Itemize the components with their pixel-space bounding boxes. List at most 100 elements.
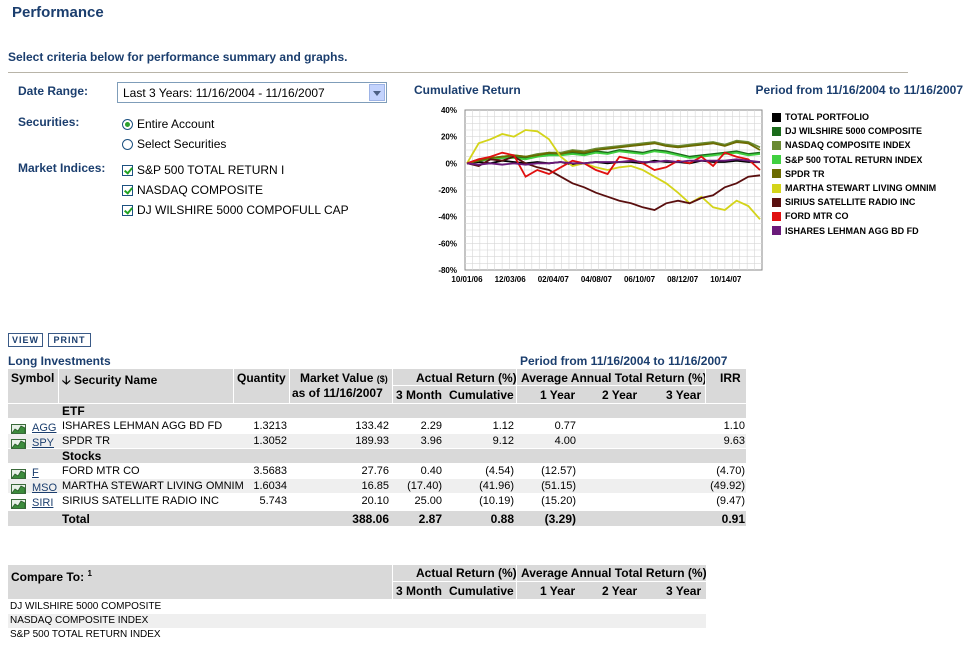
checkbox-nasdaq[interactable]: NASDAQ COMPOSITE xyxy=(122,183,263,197)
col-market-value[interactable]: Market Value ($) xyxy=(300,371,388,385)
mini-chart-icon[interactable] xyxy=(11,481,26,494)
radio-select-securities[interactable]: Select Securities xyxy=(122,137,226,151)
header-divider xyxy=(393,581,706,582)
x-tick-label: 06/10/07 xyxy=(624,275,656,284)
header-divider xyxy=(393,385,516,386)
cell-cum: (4.54) xyxy=(485,465,514,477)
col-3-month[interactable]: 3 Month xyxy=(396,388,442,402)
mini-chart-icon[interactable] xyxy=(11,496,26,509)
symbol-link[interactable]: F xyxy=(32,467,39,479)
legend-item: ISHARES LEHMAN AGG BD FD xyxy=(772,224,936,238)
checkbox[interactable] xyxy=(122,164,133,176)
print-button[interactable]: PRINT xyxy=(48,333,91,347)
checkbox-wilshire[interactable]: DJ WILSHIRE 5000 COMPOFULL CAP xyxy=(122,203,349,217)
x-tick-label: 10/14/07 xyxy=(710,275,742,284)
col-1-year[interactable]: 1 Year xyxy=(540,388,576,402)
compare-row-label: NASDAQ COMPOSITE INDEX xyxy=(10,615,149,626)
total-row xyxy=(8,511,746,526)
total-m3: 2.87 xyxy=(418,512,442,526)
compare-header xyxy=(8,565,706,599)
compare-col-1-year: 1 Year xyxy=(540,584,576,598)
cell-m3: 25.00 xyxy=(414,495,442,507)
cell-irr: (9.47) xyxy=(716,495,745,507)
legend-label: NASDAQ COMPOSITE INDEX xyxy=(785,140,911,151)
security-name: MARTHA STEWART LIVING OMNIM xyxy=(62,480,244,492)
legend-item: FORD MTR CO xyxy=(772,209,936,223)
header-divider xyxy=(233,369,234,403)
cell-market-value: 133.42 xyxy=(355,420,389,432)
x-tick-label: 12/03/06 xyxy=(495,275,527,284)
cell-market-value: 189.93 xyxy=(355,435,389,447)
group-row-etf xyxy=(8,404,746,418)
mini-chart-icon[interactable] xyxy=(11,421,26,434)
cell-cum: 9.12 xyxy=(492,435,514,447)
legend-swatch xyxy=(772,155,781,165)
legend-item: MARTHA STEWART LIVING OMNIM xyxy=(772,181,936,195)
securities-label: Securities: xyxy=(18,115,80,129)
legend-item: TOTAL PORTFOLIO xyxy=(772,110,936,124)
symbol-link[interactable]: MSO xyxy=(32,482,58,494)
cell-m3: 2.29 xyxy=(420,420,442,432)
mini-chart-icon[interactable] xyxy=(11,436,26,449)
header-divider xyxy=(58,369,59,403)
group-label-etf: ETF xyxy=(62,404,85,418)
symbol-link[interactable]: SPY xyxy=(32,437,55,449)
compare-row xyxy=(8,628,706,642)
col-2-year[interactable]: 2 Year xyxy=(602,388,638,402)
total-cum: 0.88 xyxy=(490,512,514,526)
col-quantity[interactable]: Quantity xyxy=(237,371,286,385)
compare-title-text: Compare To: xyxy=(11,570,85,584)
cell-m3: 3.96 xyxy=(420,435,442,447)
mini-chart-icon[interactable] xyxy=(11,466,26,479)
radio-entire-account[interactable]: Entire Account xyxy=(122,117,214,131)
compare-col-3-year: 3 Year xyxy=(666,584,702,598)
legend-item: SIRIUS SATELLITE RADIO INC xyxy=(772,195,936,209)
col-irr[interactable]: IRR xyxy=(720,371,741,385)
cell-quantity: 3.5683 xyxy=(253,465,287,477)
checkbox[interactable] xyxy=(122,184,133,196)
legend-item: DJ WILSHIRE 5000 COMPOSITE xyxy=(772,124,936,138)
table-row xyxy=(8,479,746,493)
symbol-link[interactable]: SIRI xyxy=(32,497,54,509)
radio-button[interactable] xyxy=(122,138,133,150)
legend-label: DJ WILSHIRE 5000 COMPOSITE xyxy=(785,126,923,137)
checkbox[interactable] xyxy=(122,204,133,216)
table-row xyxy=(8,464,746,478)
cell-y1: 4.00 xyxy=(554,435,576,447)
checkbox-label: DJ WILSHIRE 5000 COMPOFULL CAP xyxy=(137,203,349,217)
checkbox-sp500[interactable]: S&P 500 TOTAL RETURN I xyxy=(122,163,284,177)
legend-swatch xyxy=(772,112,781,122)
chart-title: Cumulative Return xyxy=(414,83,521,97)
y-tick-label: -60% xyxy=(438,239,457,248)
divider xyxy=(8,72,908,73)
legend-swatch xyxy=(772,169,781,179)
x-tick-label: 02/04/07 xyxy=(538,275,570,284)
date-range-value: Last 3 Years: 11/16/2004 - 11/16/2007 xyxy=(123,86,325,100)
long-investments-title: Long Investments xyxy=(8,354,111,368)
col-market-value-label: Market Value xyxy=(300,371,374,385)
cell-irr: (49.92) xyxy=(710,480,745,492)
col-cumulative[interactable]: Cumulative xyxy=(449,388,514,402)
radio-button[interactable] xyxy=(122,118,133,130)
legend-swatch xyxy=(772,211,781,221)
col-symbol[interactable]: Symbol xyxy=(11,371,55,385)
chevron-down-icon[interactable] xyxy=(369,84,385,101)
compare-row-label: S&P 500 TOTAL RETURN INDEX xyxy=(10,629,161,640)
symbol-link[interactable]: AGG xyxy=(32,422,57,434)
cell-market-value: 27.76 xyxy=(361,465,389,477)
col-security-name[interactable]: 🡣 Security Name xyxy=(62,371,157,392)
series-line xyxy=(466,129,761,220)
header-divider xyxy=(705,369,706,403)
col-3-year[interactable]: 3 Year xyxy=(666,388,702,402)
compare-row xyxy=(8,600,706,614)
header-divider xyxy=(516,565,517,599)
date-range-select[interactable]: Last 3 Years: 11/16/2004 - 11/16/2007 xyxy=(117,82,387,103)
legend-label: SIRIUS SATELLITE RADIO INC xyxy=(785,197,916,208)
cell-market-value: 16.85 xyxy=(361,480,389,492)
legend-swatch xyxy=(772,226,781,236)
legend-label: FORD MTR CO xyxy=(785,211,849,222)
sort-arrow-icon: 🡣 xyxy=(62,373,71,387)
cell-quantity: 1.6034 xyxy=(253,480,287,492)
view-button[interactable]: VIEW xyxy=(8,333,43,347)
compare-col-cumulative: Cumulative xyxy=(449,584,514,598)
